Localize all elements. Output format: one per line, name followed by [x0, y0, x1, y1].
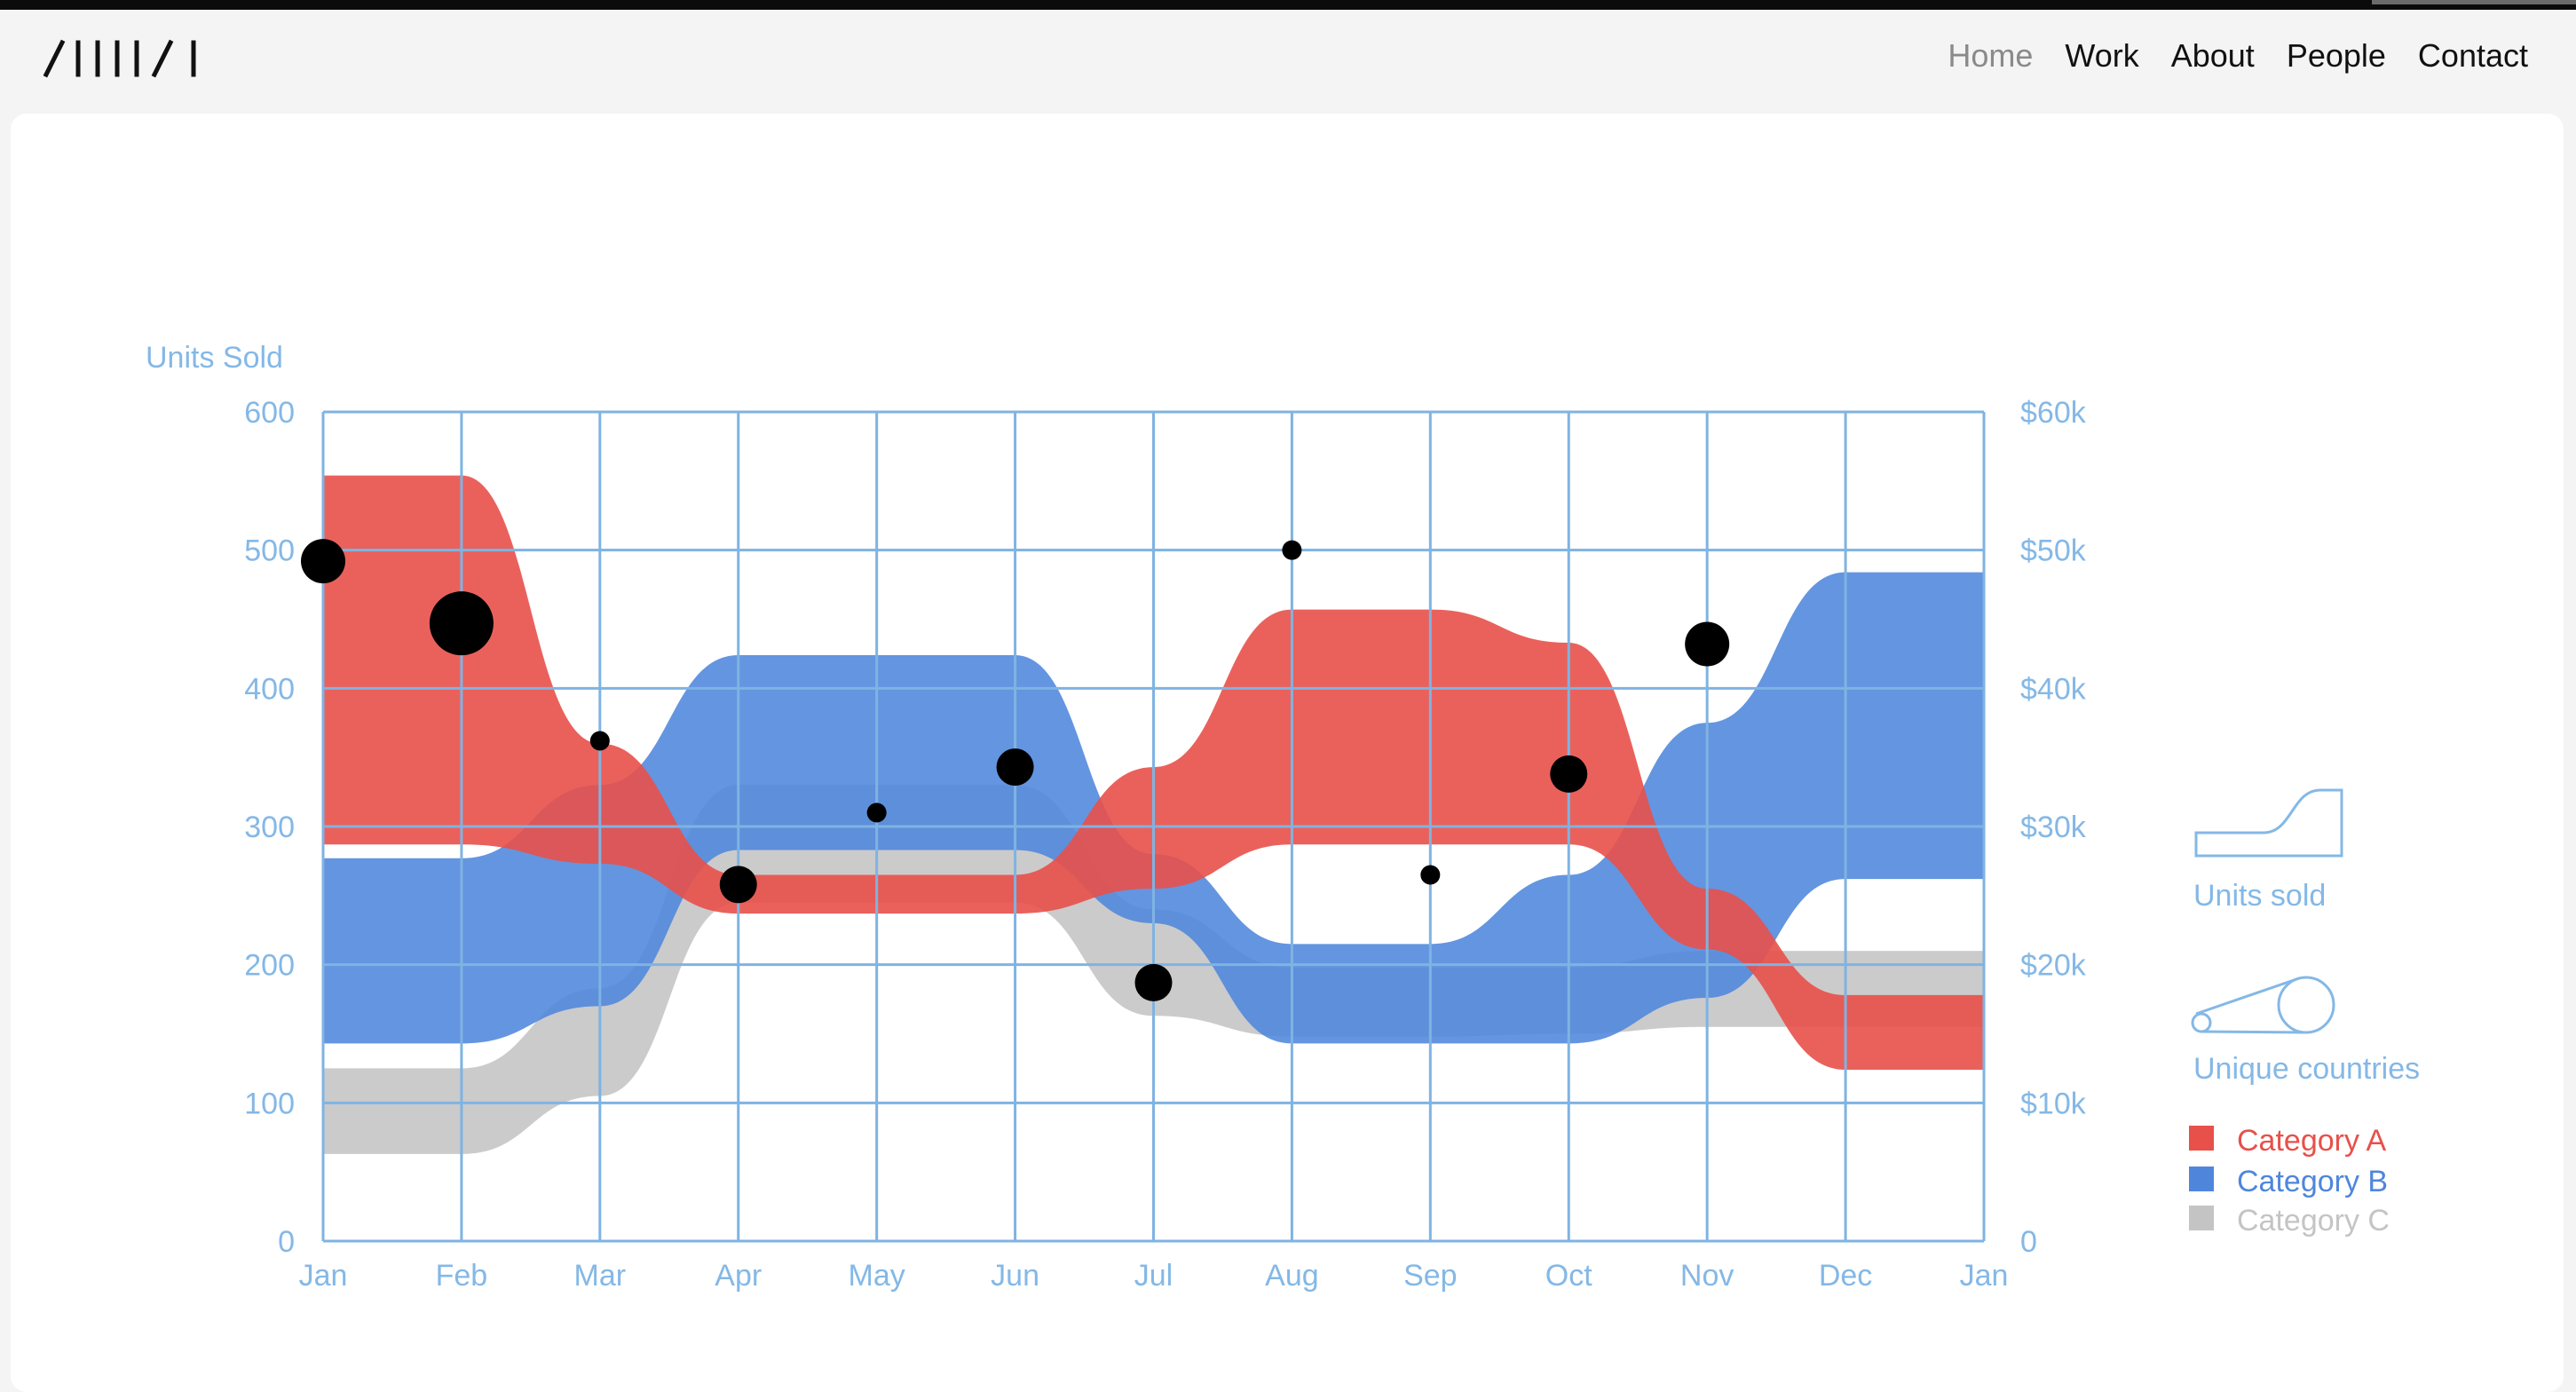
- x-axis-tick: May: [849, 1259, 905, 1293]
- data-point: [1550, 755, 1588, 793]
- data-point: [1685, 621, 1730, 667]
- x-axis-tick: Sep: [1403, 1259, 1458, 1293]
- y-axis-right-tick: $40k: [2020, 672, 2087, 706]
- y-axis-left-tick: 400: [244, 672, 295, 706]
- unique-countries-legend-icon: [2191, 976, 2335, 1034]
- nav-link-contact[interactable]: Contact: [2417, 37, 2528, 74]
- site-logo[interactable]: [43, 36, 211, 85]
- x-axis-tick: Nov: [1680, 1259, 1734, 1293]
- data-point: [1282, 540, 1302, 560]
- units-sold-chart: Units Sold 0 100 200 300 400 500 600 0 $10k $20k $3…: [146, 341, 2420, 1293]
- y-axis-right-tick: $30k: [2020, 811, 2087, 844]
- x-axis-tick: Jan: [299, 1259, 348, 1293]
- data-point: [301, 539, 345, 584]
- y-axis-left-tick: 500: [244, 534, 295, 568]
- nav-link-about[interactable]: About: [2170, 37, 2255, 74]
- y-axis-right-tick: $20k: [2020, 949, 2087, 983]
- unique-countries-top-line: [2195, 977, 2300, 1016]
- legend-unique-countries-label: Unique countries: [2193, 1052, 2420, 1086]
- data-point: [866, 803, 887, 823]
- y-axis-left-tick: 300: [244, 811, 295, 844]
- y-axis-right-tick: $10k: [2020, 1087, 2087, 1120]
- x-axis-tick: Aug: [1265, 1259, 1319, 1293]
- browser-tab-strip: [2372, 0, 2576, 4]
- unique-countries-large-circle: [2277, 976, 2335, 1034]
- x-axis-tick: Apr: [715, 1259, 762, 1293]
- legend-label-category-b: Category B: [2237, 1165, 2388, 1198]
- y-axis-right-tick: 0: [2020, 1225, 2037, 1259]
- x-axis-tick: Feb: [436, 1259, 488, 1293]
- y-axis-left-tick: 0: [278, 1225, 295, 1259]
- legend-swatch-category-c: [2189, 1206, 2214, 1230]
- y-axis-left-tick: 200: [244, 949, 295, 983]
- data-point: [1420, 865, 1441, 885]
- nav-link-work[interactable]: Work: [2065, 37, 2139, 74]
- unique-countries-small-circle: [2191, 1012, 2212, 1033]
- x-axis-tick: Jul: [1134, 1259, 1173, 1293]
- legend-label-category-a: Category A: [2237, 1124, 2387, 1158]
- x-axis-tick: Jan: [1960, 1259, 2009, 1293]
- y-axis-right-tick: $60k: [2020, 396, 2087, 430]
- y-axis-left-label: Units Sold: [146, 341, 283, 375]
- grid-lines: [321, 410, 1986, 1243]
- data-point: [996, 748, 1034, 787]
- legend-swatch-category-b: [2189, 1167, 2214, 1191]
- browser-top-bar: [0, 0, 2576, 10]
- y-axis-right-tick: $50k: [2020, 534, 2087, 568]
- legend-units-sold-label: Units sold: [2193, 879, 2326, 913]
- y-axis-left-tick: 600: [244, 396, 295, 430]
- legend-label-category-c: Category C: [2237, 1204, 2390, 1238]
- nav-link-people[interactable]: People: [2286, 37, 2386, 74]
- y-axis-left-tick: 100: [244, 1087, 295, 1120]
- x-axis-tick: Dec: [1819, 1259, 1872, 1293]
- main-navigation: Home Work About People Contact: [1948, 37, 2528, 75]
- content-card: Units Sold 0 100 200 300 400 500 600 0 $10k $20k $3…: [11, 114, 2564, 1392]
- data-point: [589, 731, 610, 751]
- nav-link-home[interactable]: Home: [1948, 37, 2034, 74]
- data-point: [719, 866, 757, 904]
- data-point: [1134, 963, 1173, 1001]
- x-axis-tick: Jun: [991, 1259, 1039, 1293]
- units-sold-legend-icon: [2194, 788, 2343, 858]
- data-point: [429, 591, 494, 656]
- x-axis-tick: Oct: [1545, 1259, 1592, 1293]
- legend-swatch-category-a: [2189, 1126, 2214, 1151]
- x-axis-tick: Mar: [574, 1259, 627, 1293]
